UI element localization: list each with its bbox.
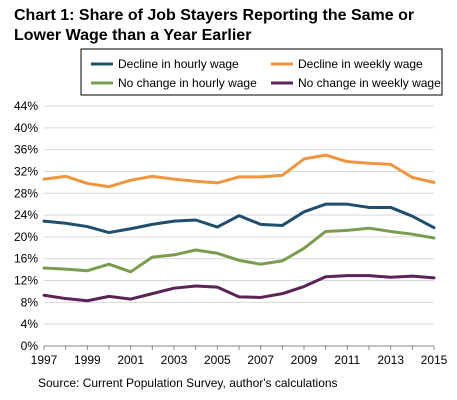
x-tick-label: 2009 <box>291 353 318 367</box>
series-line-no-change-in-weekly-wage <box>42 274 436 303</box>
series-lines <box>42 153 436 303</box>
x-tick-label: 2001 <box>117 353 144 367</box>
legend-label: Decline in hourly wage <box>118 57 239 71</box>
y-tick-label: 24% <box>14 208 38 222</box>
x-tick-label: 1997 <box>31 353 58 367</box>
y-tick-label: 44% <box>14 99 38 113</box>
gridlines <box>44 105 434 325</box>
legend-label: No change in weekly wage <box>298 76 441 90</box>
legend: Decline in hourly wage Decline in weekly … <box>80 48 443 96</box>
series-line-decline-in-weekly-wage <box>42 153 436 189</box>
x-tick-label: 2013 <box>377 353 404 367</box>
y-tick-label: 4% <box>21 317 39 331</box>
source-note: Source: Current Population Survey, autho… <box>38 376 338 390</box>
y-tick-label: 40% <box>14 121 38 135</box>
x-tick-label: 1999 <box>74 353 101 367</box>
y-tick-label: 32% <box>14 164 38 178</box>
y-tick-label: 0% <box>21 339 39 353</box>
chart-title: Chart 1: Share of Job Stayers Reporting … <box>14 7 415 44</box>
y-tick-label: 16% <box>14 252 38 266</box>
series-line-decline-in-hourly-wage <box>42 202 436 235</box>
y-tick-label: 28% <box>14 186 38 200</box>
series-line-no-change-in-hourly-wage <box>42 226 436 274</box>
x-tick-label: 2011 <box>334 353 360 367</box>
x-tick-label: 2015 <box>421 353 448 367</box>
y-tick-label: 8% <box>21 295 39 309</box>
x-tick-label: 2007 <box>247 353 274 367</box>
y-tick-label: 36% <box>14 143 38 157</box>
y-tick-label: 20% <box>14 230 38 244</box>
x-axis-tick-labels: 1997 1999 2001 2003 2005 2007 2009 2011 2013 2015 <box>31 353 448 367</box>
y-axis-tick-labels: 0% 4% 8% 12% 16% 20% 24% 28% 32% 36% 40% 44% <box>14 99 38 353</box>
legend-label: No change in hourly wage <box>118 76 257 90</box>
x-tick-label: 2005 <box>204 353 231 367</box>
x-axis <box>43 345 435 350</box>
legend-label: Decline in weekly wage <box>298 57 423 71</box>
legend-box <box>80 48 443 96</box>
x-tick-label: 2003 <box>161 353 188 367</box>
y-tick-label: 12% <box>14 274 38 288</box>
